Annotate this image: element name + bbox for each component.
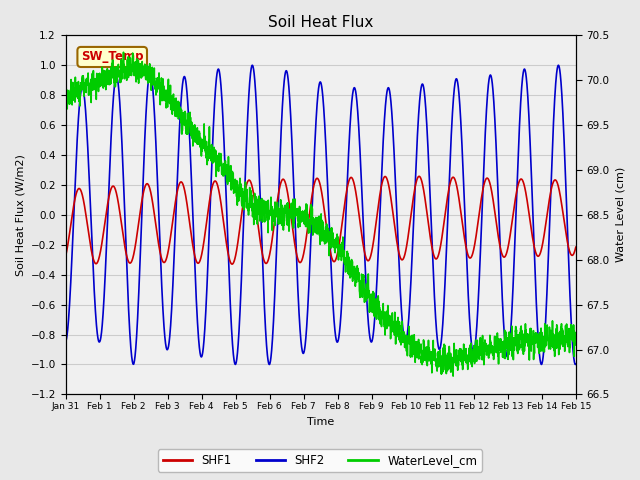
SHF2: [280, 88, 287, 94]
Line: SHF1: SHF1: [66, 176, 576, 264]
WaterLevel_cm: [572, 336, 580, 341]
WaterLevel_cm: [449, 373, 457, 379]
SHF1: [280, 177, 287, 182]
WaterLevel_cm: [508, 335, 515, 341]
SHF1: [150, 210, 158, 216]
WaterLevel_cm: [120, 49, 127, 55]
SHF2: [257, 224, 265, 230]
WaterLevel_cm: [563, 332, 570, 337]
X-axis label: Time: Time: [307, 417, 334, 427]
SHF2: [572, 361, 580, 367]
WaterLevel_cm: [280, 210, 287, 216]
SHF2: [555, 62, 563, 68]
SHF2: [562, 185, 570, 191]
Title: Soil Heat Flux: Soil Heat Flux: [268, 15, 373, 30]
SHF2: [62, 339, 70, 345]
SHF2: [572, 361, 579, 367]
SHF2: [120, 187, 127, 192]
WaterLevel_cm: [150, 65, 158, 71]
SHF1: [415, 173, 423, 179]
SHF1: [257, 246, 265, 252]
WaterLevel_cm: [62, 96, 70, 102]
SHF1: [508, 226, 515, 231]
SHF1: [228, 261, 236, 267]
Legend: SHF1, SHF2, WaterLevel_cm: SHF1, SHF2, WaterLevel_cm: [158, 449, 482, 472]
WaterLevel_cm: [120, 63, 128, 69]
Line: WaterLevel_cm: WaterLevel_cm: [66, 52, 576, 376]
SHF1: [572, 244, 580, 250]
Y-axis label: Soil Heat Flux (W/m2): Soil Heat Flux (W/m2): [15, 154, 25, 276]
WaterLevel_cm: [257, 209, 265, 215]
SHF1: [563, 231, 570, 237]
Y-axis label: Water Level (cm): Water Level (cm): [615, 167, 625, 263]
Line: SHF2: SHF2: [66, 65, 576, 364]
SHF2: [150, 105, 158, 110]
SHF1: [120, 238, 127, 243]
SHF1: [62, 253, 70, 259]
Text: SW_Temp: SW_Temp: [81, 50, 143, 63]
SHF2: [507, 327, 515, 333]
